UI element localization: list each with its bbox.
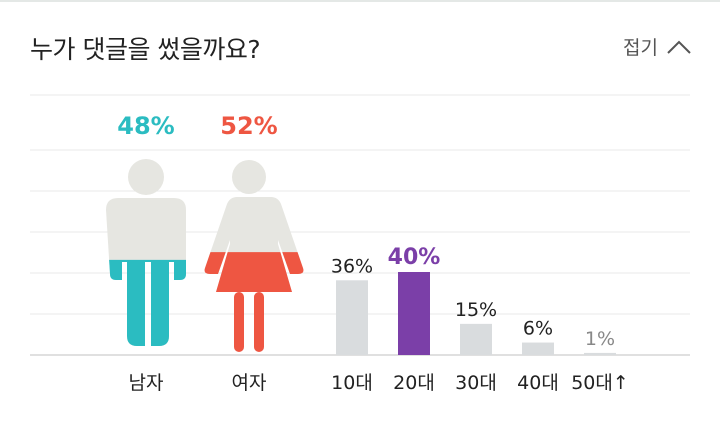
age-bar xyxy=(584,352,616,355)
gender-value-label: 48% xyxy=(117,112,174,140)
age-value-label: 6% xyxy=(523,318,553,340)
age-category-label: 10대 xyxy=(331,372,373,394)
collapse-toggle-label: 접기 xyxy=(623,37,658,59)
gender-category-label: 남자 xyxy=(129,372,164,394)
male-figure-fill xyxy=(109,259,186,346)
age-category-label: 20대 xyxy=(393,372,435,394)
age-category-label: 30대 xyxy=(455,372,497,394)
chevron-up-icon xyxy=(667,40,691,54)
gender-category-label: 여자 xyxy=(232,372,267,394)
age-category-label: 50대↑ xyxy=(571,372,629,394)
female-figure-fill xyxy=(204,252,304,292)
panel-title: 누가 댓글을 썼을까요? xyxy=(30,35,261,64)
female-figure-leg-right xyxy=(254,292,264,352)
age-value-label: 1% xyxy=(585,328,615,350)
age-bar xyxy=(522,342,554,355)
male-figure-head xyxy=(128,159,164,195)
age-bar xyxy=(336,280,368,355)
female-figure-leg-left xyxy=(234,292,244,352)
female-figure-head xyxy=(232,160,266,194)
gender-value-label: 52% xyxy=(220,112,277,140)
age-category-label: 40대 xyxy=(517,372,559,394)
collapse-toggle[interactable]: 접기 xyxy=(623,33,692,60)
age-bar xyxy=(398,272,430,355)
age-value-label: 15% xyxy=(455,299,497,321)
age-value-label: 40% xyxy=(388,245,441,270)
top-divider xyxy=(0,0,720,2)
age-value-label: 36% xyxy=(331,255,373,277)
age-bar xyxy=(460,323,492,355)
